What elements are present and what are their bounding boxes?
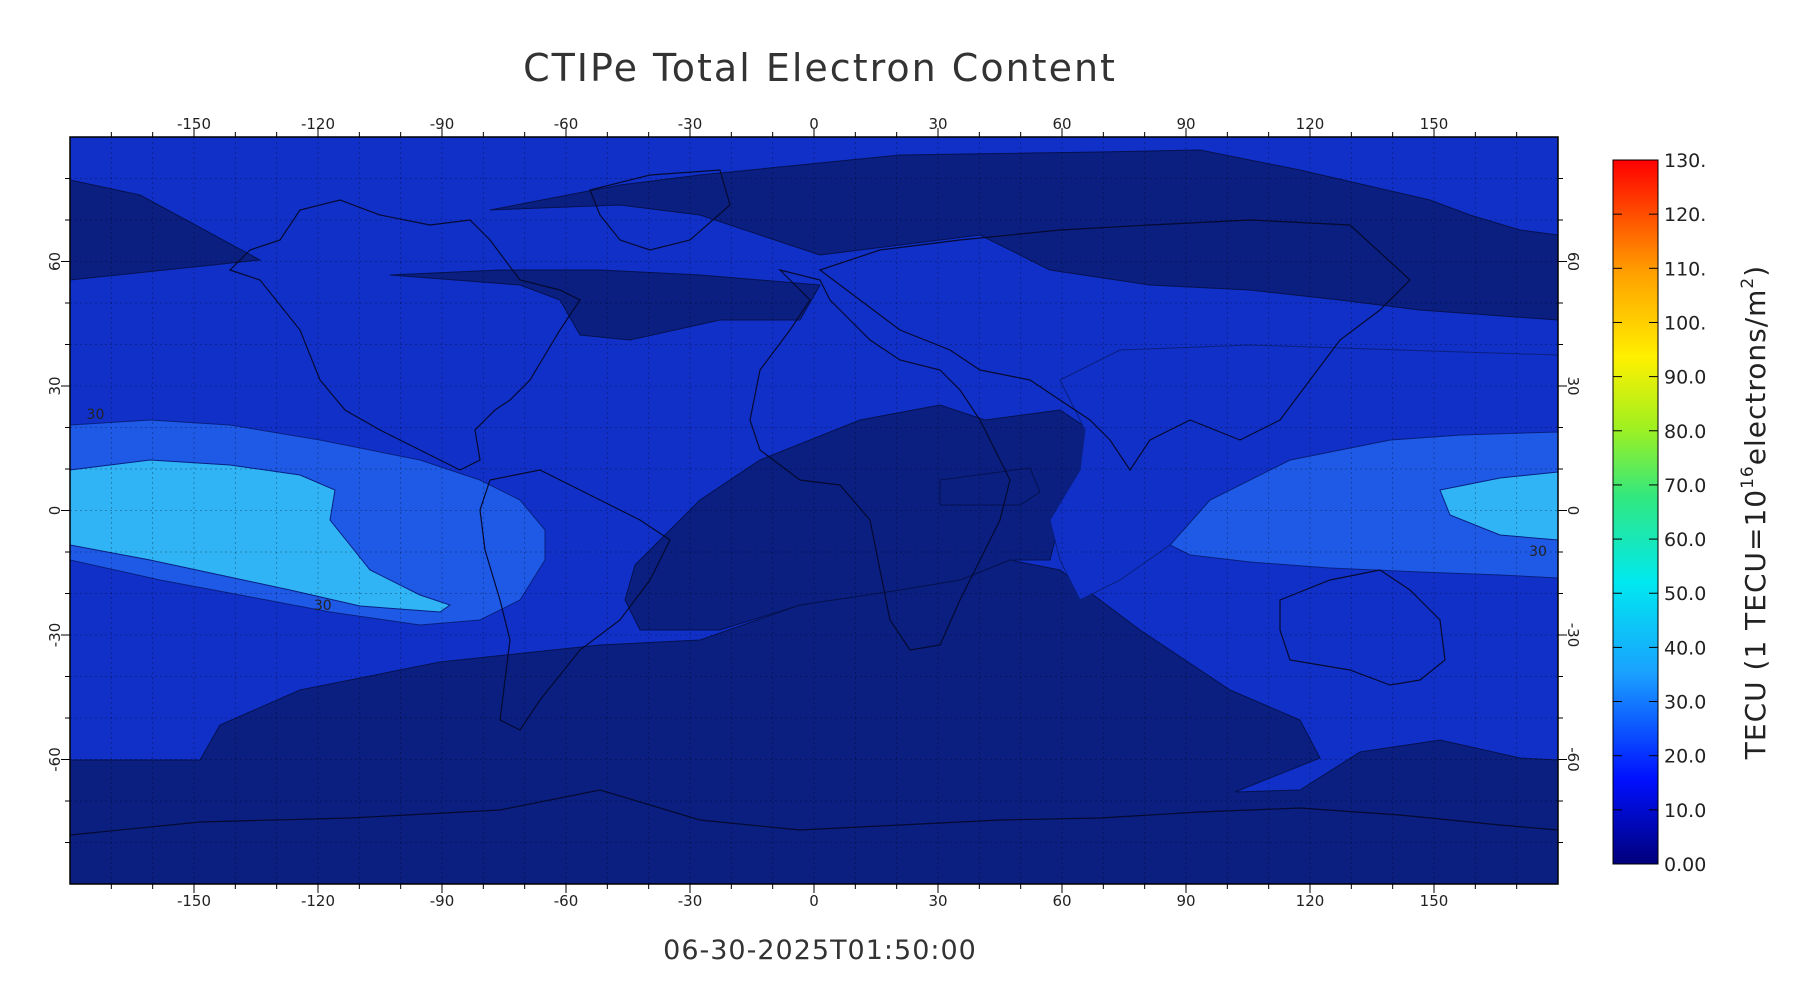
tick-labels: -150-150-120-120-90-90-60-60-30-30003030…	[46, 115, 1582, 910]
colorbar-tick-label: 100.	[1664, 312, 1706, 334]
coastline-north-america	[228, 199, 581, 471]
contour-region-low-indian	[939, 467, 1041, 506]
lon-label-top: -90	[430, 115, 455, 133]
coastline-europe-africa	[749, 268, 1011, 651]
timestamp: 06-30-2025T01:50:00	[663, 935, 977, 966]
contour-region-40-westpac	[1439, 471, 1558, 541]
contour-region-low-south	[70, 559, 1558, 884]
contour-label: 30	[87, 407, 105, 423]
colorbar-tick-label: 120.	[1664, 204, 1706, 226]
lat-label-right: -60	[1564, 747, 1582, 772]
lon-label-top: 0	[809, 115, 819, 133]
colorbar-tick-label: 110.	[1664, 258, 1706, 280]
lat-label-left: -30	[46, 623, 64, 648]
colorbar-gradient	[1612, 159, 1659, 865]
colorbar-tick-label: 20.0	[1664, 746, 1706, 768]
lat-label-left: -60	[46, 747, 64, 772]
colorbar-ticks: 130. 120. 110. 100. 90.0 80.0 70.0 60.0 50.0 40.0…	[1613, 150, 1706, 876]
frame-ticks	[61, 128, 1567, 893]
lon-label-bottom: 30	[928, 892, 947, 910]
colorbar-tick-label: 50.0	[1664, 583, 1706, 605]
lon-label-bottom: -30	[678, 892, 703, 910]
lon-label-bottom: 150	[1420, 892, 1449, 910]
colorbar-tick-label: 10.0	[1664, 800, 1706, 822]
lon-label-bottom: 120	[1296, 892, 1325, 910]
contour-labels: 30 30 30	[87, 407, 1547, 614]
colorbar-label-main: TECU (1 TECU=10	[1739, 489, 1772, 760]
coastline-greenland	[589, 169, 731, 251]
lon-label-bottom: -90	[430, 892, 455, 910]
colorbar-label: TECU (1 TECU=1016electrons/m2)	[1738, 265, 1772, 760]
lon-label-bottom: 90	[1176, 892, 1195, 910]
lon-label-top: -30	[678, 115, 703, 133]
contour-region-low-north	[70, 149, 1558, 341]
map-title: CTIPe Total Electron Content	[523, 46, 1117, 90]
lon-label-bottom: 60	[1052, 892, 1071, 910]
lat-label-right: -30	[1564, 623, 1582, 648]
coastline-australia	[1279, 569, 1446, 686]
lat-label-right: 60	[1564, 252, 1582, 271]
lat-label-left: 60	[46, 252, 64, 271]
coastlines	[70, 169, 1558, 836]
colorbar-tick-label: 60.0	[1664, 529, 1706, 551]
colorbar-tick-label: 40.0	[1664, 637, 1706, 659]
coastline-asia	[818, 219, 1411, 472]
colorbar-label-close: )	[1739, 265, 1772, 277]
lon-label-top: 60	[1052, 115, 1071, 133]
colorbar: 130. 120. 110. 100. 90.0 80.0 70.0 60.0 50.0 40.0…	[1612, 150, 1772, 876]
colorbar-tick-label: 70.0	[1664, 475, 1706, 497]
lat-label-left: 30	[46, 376, 64, 395]
colorbar-tick-label: 80.0	[1664, 421, 1706, 443]
lat-label-left: 0	[46, 506, 64, 516]
colorbar-tick-label: 90.0	[1664, 367, 1706, 389]
lon-label-top: -120	[301, 115, 335, 133]
lon-label-top: 150	[1420, 115, 1449, 133]
contour-label: 30	[1529, 544, 1547, 560]
lon-label-top: 120	[1296, 115, 1325, 133]
colorbar-tick-label: 130.	[1664, 150, 1706, 172]
tec-map	[70, 137, 1558, 884]
coastline-antarctica	[70, 789, 1558, 836]
lon-label-top: -150	[177, 115, 211, 133]
colorbar-tick-label: 30.0	[1664, 692, 1706, 714]
colorbar-label-unit: electrons/m	[1739, 289, 1772, 466]
lon-label-bottom: -150	[177, 892, 211, 910]
colorbar-tick-label: 0.00	[1664, 854, 1706, 876]
contour-region-asia-band	[1049, 344, 1558, 601]
lon-label-top: -60	[554, 115, 579, 133]
lon-label-bottom: -120	[301, 892, 335, 910]
graticule	[70, 137, 1558, 884]
contour-region-40-pacific	[70, 459, 452, 613]
contour-label: 30	[314, 598, 332, 614]
lon-label-top: 30	[928, 115, 947, 133]
coastline-south-america	[479, 469, 671, 731]
colorbar-label-exp: 16	[1738, 465, 1758, 489]
lat-label-right: 0	[1564, 506, 1582, 516]
lon-label-top: 90	[1176, 115, 1195, 133]
colorbar-label-unit-exp: 2	[1738, 277, 1758, 289]
lon-label-bottom: -60	[554, 892, 579, 910]
lon-label-bottom: 0	[809, 892, 819, 910]
lat-label-right: 30	[1564, 376, 1582, 395]
